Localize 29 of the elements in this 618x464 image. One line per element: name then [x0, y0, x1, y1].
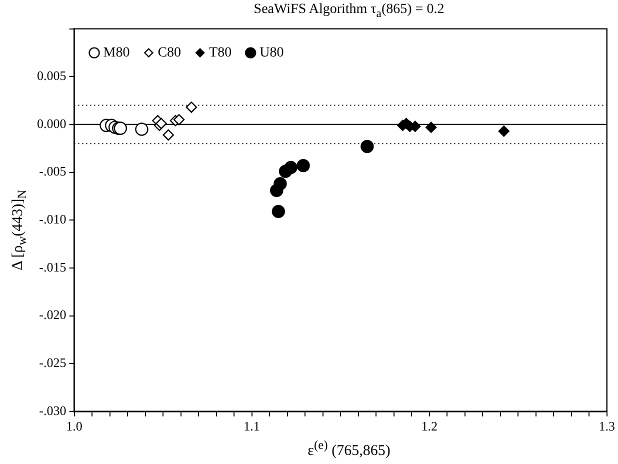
y-tick-label: -.020 [39, 307, 66, 322]
y-tick-label: -.015 [39, 259, 66, 274]
legend-label: M80 [103, 45, 130, 60]
point [360, 140, 374, 154]
point [426, 122, 437, 133]
x-tick-label: 1.1 [244, 418, 260, 434]
x-axis-title: ε$^{(e)}$ (765,865) [306, 438, 392, 460]
point [498, 126, 510, 137]
point [272, 204, 286, 218]
legend-label: C80 [158, 45, 182, 60]
point [162, 129, 174, 141]
y-tick-label: -.005 [39, 164, 66, 179]
y-tick-label: -.030 [39, 402, 66, 418]
x-tick-label: 1.0 [66, 418, 82, 434]
point [284, 160, 298, 174]
legend-label: U80 [260, 45, 284, 60]
point [186, 102, 198, 113]
y-tick-label: 0.005 [37, 68, 66, 84]
y-tick-label: 0.000 [37, 116, 66, 131]
point [135, 122, 148, 136]
point [173, 114, 185, 126]
chart-title: SeaWiFS Algorithm τ$_{a}$(865) = 0.2 [252, 2, 446, 20]
legend-label: T80 [209, 45, 232, 60]
point [296, 158, 310, 172]
x-tick-label: 1.2 [421, 418, 438, 434]
y-tick-label: -.025 [39, 354, 66, 370]
point [274, 177, 287, 190]
y-tick-label: -.010 [39, 212, 66, 227]
x-tick-label: 1.3 [598, 418, 615, 434]
